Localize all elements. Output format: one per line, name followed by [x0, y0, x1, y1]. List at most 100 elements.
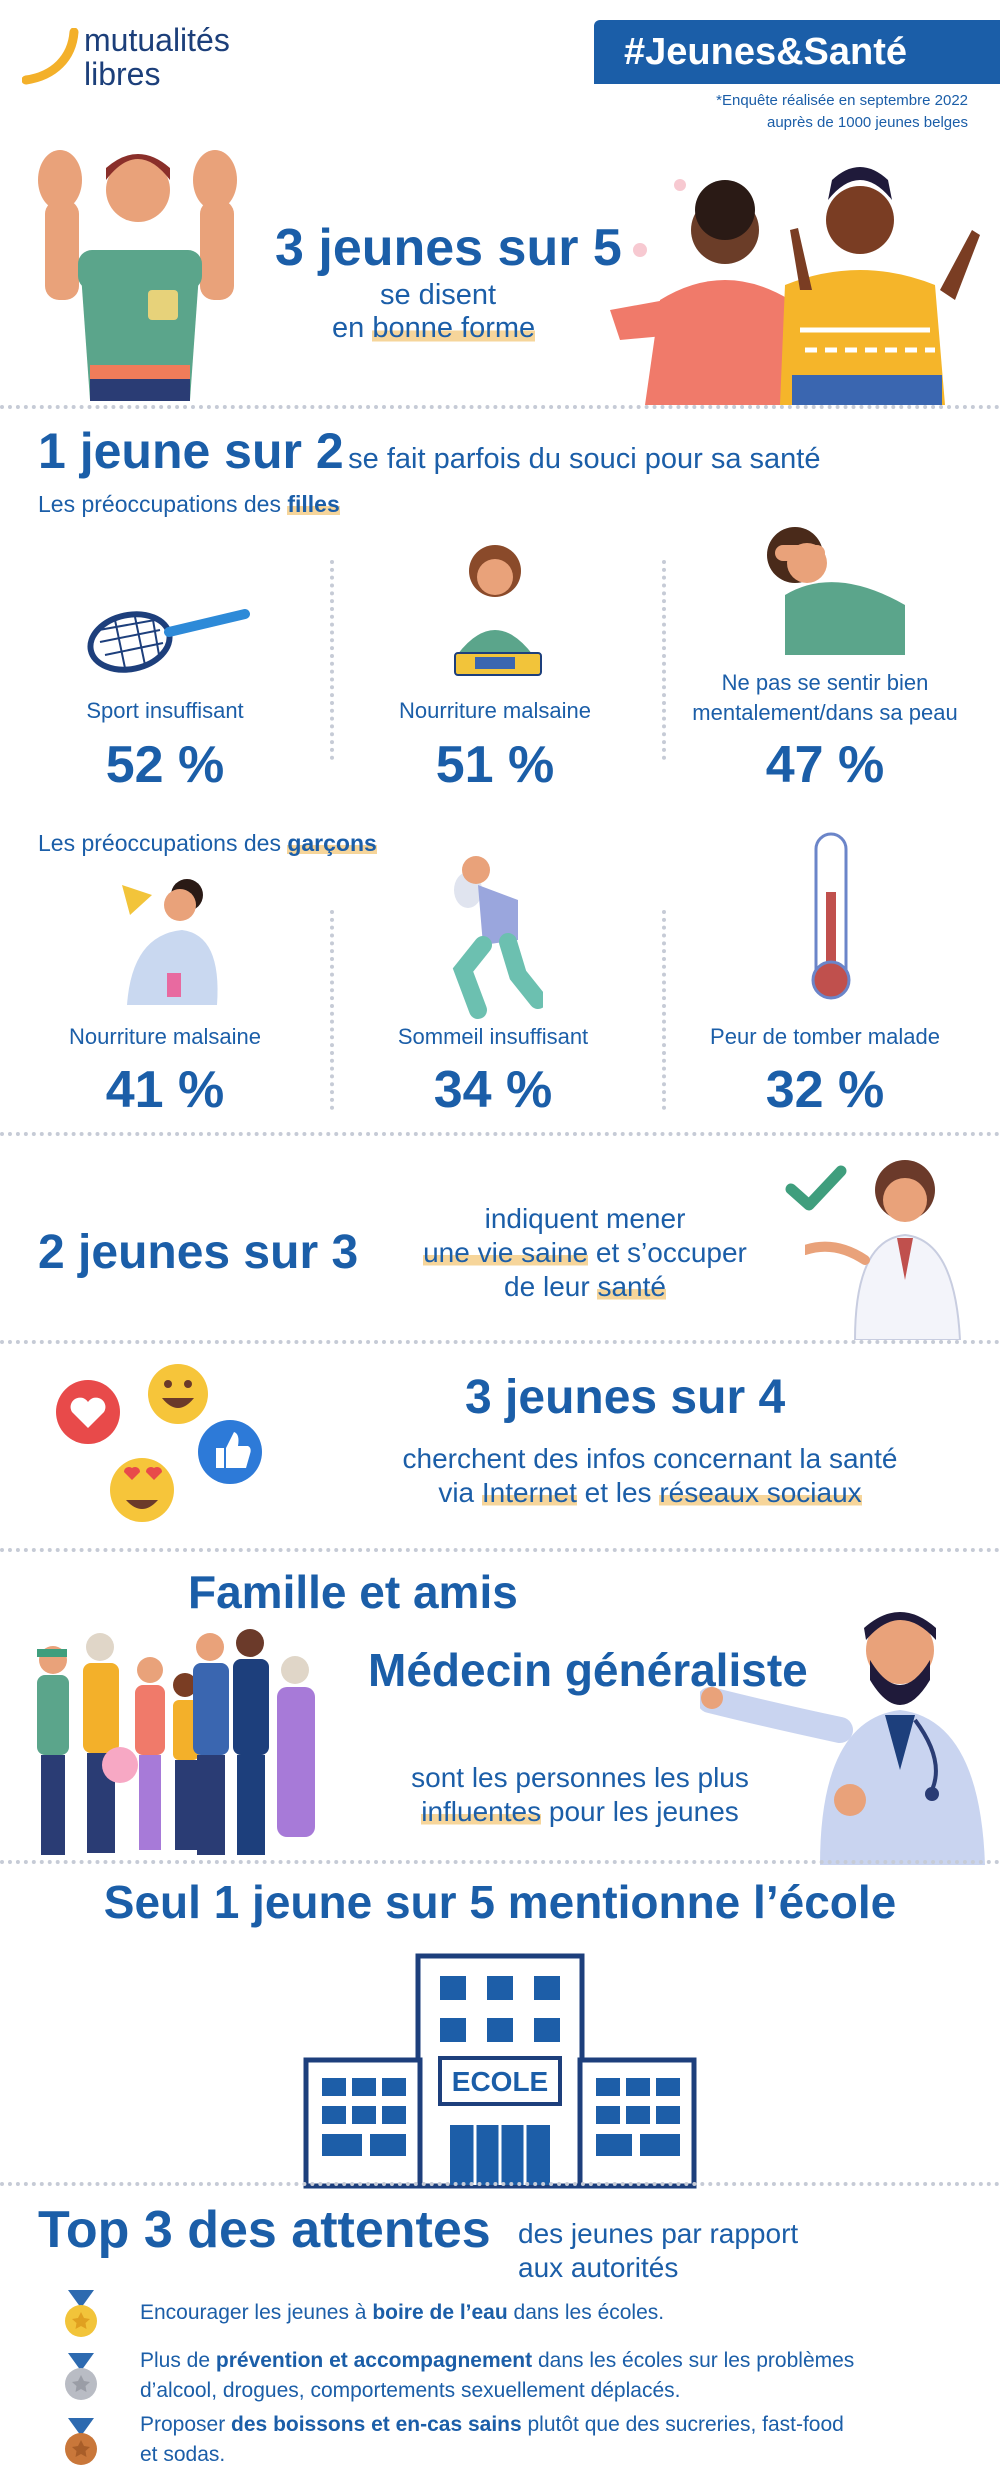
boys-item-1-label: Nourriture malsaine [69, 1024, 261, 1049]
s1-line1: se disent [380, 279, 497, 311]
school-building-illustration [303, 1953, 697, 2189]
girls-item-2-label: Nourriture malsaine [399, 698, 591, 723]
s7-sub2: aux autorités [518, 2252, 679, 2283]
sleeping-boy-illustration [452, 856, 543, 1019]
bronze-medal-icon [65, 2418, 97, 2465]
girls-item-1-pct: 52 % [105, 736, 225, 794]
s7-headline: Top 3 des attentes [38, 2201, 491, 2259]
divider-girls-1 [330, 560, 334, 760]
heart-couple-illustration [610, 167, 980, 405]
girl-eating-illustration [454, 545, 542, 676]
girls-subheading: Les préoccupations des filles [38, 491, 340, 518]
girls-subheading-pre: Les préoccupations des [38, 491, 288, 517]
survey-line1: *Enquête réalisée en septembre 2022 [716, 92, 968, 109]
s2-headline: 1 jeune sur 2 se fait parfois du souci p… [38, 422, 820, 480]
top3-item-1-post: dans les écoles. [507, 2301, 665, 2324]
boys-subheading-highlight: garçons [287, 830, 377, 856]
divider-boys-2 [662, 910, 666, 1110]
top3-item-2-bold: prévention et accompagnement [215, 2349, 533, 2372]
logo-line1: mutualités [84, 22, 230, 58]
girls-item-1-label: Sport insuffisant [86, 698, 244, 723]
top3-item-1-pre: Encourager les jeunes à [140, 2301, 373, 2324]
girls-item-3-label1: Ne pas se sentir bien [721, 670, 929, 695]
s3-line2-rest: et s’occuper [588, 1237, 747, 1268]
top3-item-3: Proposer des boissons et en-cas sains pl… [140, 2410, 844, 2440]
hashtag-banner: #Jeunes&Santé [594, 20, 1000, 84]
divider-boys-1 [330, 910, 334, 1110]
top3-item-2-post: dans les écoles sur les problèmes [532, 2349, 855, 2372]
boys-subheading: Les préoccupations des garçons [38, 830, 377, 857]
s5-title2: Médecin généraliste [368, 1644, 808, 1696]
school-sign: ECOLE [451, 2066, 549, 2097]
s3-line3-highlight: santé [597, 1271, 666, 1302]
boys-item-1-pct: 41 % [105, 1061, 225, 1119]
top3-item-3-line2: et sodas. [140, 2443, 226, 2466]
divider-4 [0, 1548, 1000, 1552]
s4-line2: via Internet et les réseaux sociaux [330, 1477, 970, 1509]
s5-title1: Famille et amis [188, 1566, 518, 1618]
s3-line3-pre: de leur [504, 1271, 598, 1302]
logo-swoosh-icon [22, 28, 79, 85]
girls-item-2-pct: 51 % [435, 736, 555, 794]
top3-item-3-post: plutôt que des sucreries, fast-food [521, 2413, 844, 2436]
s5-line2-highlight: influentes [421, 1796, 542, 1827]
s4-headline: 3 jeunes sur 4 [465, 1371, 786, 1424]
female-doctor-illustration [805, 1160, 962, 1340]
s6-title: Seul 1 jeune sur 5 mentionne l’école [103, 1876, 897, 1928]
s3-line3: de leur santé [420, 1271, 750, 1303]
divider-6 [0, 2182, 1000, 2186]
logo-line2: libres [84, 56, 161, 92]
s5-line2-rest: pour les jeunes [541, 1796, 739, 1827]
s2-headline-rest: se fait parfois du souci pour sa santé [348, 443, 821, 475]
boys-subheading-pre: Les préoccupations des [38, 830, 288, 856]
girls-item-3-pct: 47 % [765, 736, 885, 794]
top3-item-3-bold: des boissons et en-cas sains [231, 2413, 522, 2436]
top3-item-1: Encourager les jeunes à boire de l’eau d… [140, 2298, 664, 2328]
s1-line2-highlight: bonne forme [372, 312, 536, 344]
boy-eating-pizza-illustration [122, 879, 218, 1005]
boys-item-3-label: Peur de tomber malade [710, 1024, 940, 1049]
heart-eyes-reaction-icon [110, 1458, 174, 1522]
top3-item-2: Plus de prévention et accompagnement dan… [140, 2346, 854, 2376]
s4-line2-pre: via [438, 1477, 482, 1508]
s4-line2-highlight-1: Internet [481, 1477, 577, 1508]
s3-line2-highlight: une vie saine [423, 1237, 589, 1268]
s4-line1: cherchent des infos concernant la santé [402, 1443, 898, 1474]
s3-line1: indiquent mener [484, 1203, 686, 1234]
divider-girls-2 [662, 560, 666, 760]
survey-line2: auprès de 1000 jeunes belges [767, 114, 968, 131]
top3-item-2-pre: Plus de [140, 2349, 216, 2372]
divider-3 [0, 1340, 1000, 1344]
divider-5 [0, 1860, 1000, 1864]
family-group-illustration [37, 1629, 315, 1855]
top3-item-3-pre: Proposer [140, 2413, 232, 2436]
s5-line1: sont les personnes les plus [411, 1762, 749, 1793]
boys-item-2-label: Sommeil insuffisant [397, 1024, 589, 1049]
thermometer-icon [811, 832, 851, 1000]
silver-medal-icon [65, 2353, 97, 2400]
social-reactions-icons [56, 1364, 262, 1522]
boys-item-2-pct: 34 % [433, 1061, 553, 1119]
divider-1 [0, 405, 1000, 409]
s1-headline: 3 jeunes sur 5 [275, 219, 622, 277]
s3-headline: 2 jeunes sur 3 [38, 1226, 359, 1279]
male-doctor-illustration [700, 1612, 985, 1865]
checkmark-icon [785, 1165, 847, 1211]
s7-sub1: des jeunes par rapport [518, 2218, 799, 2249]
s3-line2: une vie saine et s’occuper [380, 1237, 790, 1269]
gold-medal-icon [65, 2290, 97, 2337]
top3-item-1-bold: boire de l’eau [372, 2301, 508, 2324]
sad-girl-illustration [767, 527, 905, 655]
girls-item-3-label2: mentalement/dans sa peau [692, 700, 958, 725]
s1-line2-pre: en [332, 312, 373, 344]
s2-headline-big: 1 jeune sur 2 [38, 423, 344, 479]
s1-line2: en bonne forme [332, 312, 536, 345]
smile-reaction-icon [148, 1364, 208, 1424]
top3-item-2-line2: d’alcool, drogues, comportements sexuell… [140, 2379, 681, 2402]
divider-2 [0, 1132, 1000, 1136]
boys-item-3-pct: 32 % [765, 1061, 885, 1119]
s4-line2-highlight-2: réseaux sociaux [659, 1477, 862, 1508]
thumbs-up-boy-illustration [38, 150, 237, 401]
girls-subheading-highlight: filles [287, 491, 340, 517]
s5-line2: influentes pour les jeunes [360, 1796, 800, 1828]
